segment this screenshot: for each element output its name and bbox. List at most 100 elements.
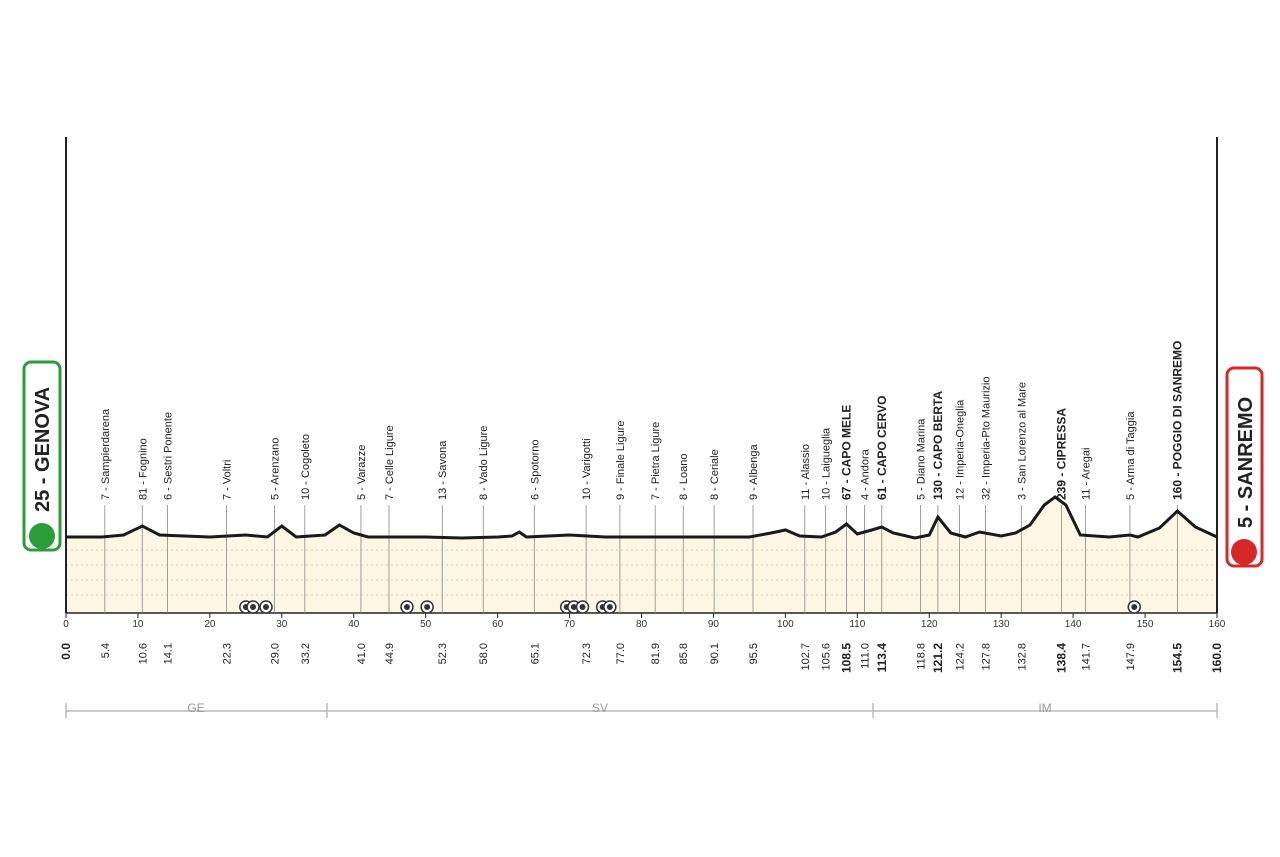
waypoint-name: 7 - Voltri <box>221 460 233 500</box>
waypoint-km: 147.9 <box>1125 643 1137 671</box>
waypoint-km: 113.4 <box>875 643 889 673</box>
waypoint-name: 5 - Diano Marina <box>916 418 928 500</box>
profile-area <box>66 497 1217 613</box>
x-tick-label: 50 <box>420 619 432 630</box>
x-tick-label: 40 <box>348 619 360 630</box>
x-tick-label: 160 <box>1209 619 1226 630</box>
waypoint-name: 10 - Cogoleto <box>300 434 312 500</box>
waypoint-name: 13 - Savona <box>437 440 449 500</box>
province-label: IM <box>1038 701 1051 715</box>
waypoint-km: 44.9 <box>384 643 396 664</box>
waypoint-km: 52.3 <box>437 643 449 664</box>
waypoint-km: 41.0 <box>356 643 368 664</box>
tunnel-icon-inner <box>1131 604 1138 610</box>
x-tick-label: 0 <box>63 619 69 630</box>
province-label: GE <box>187 701 204 715</box>
waypoint-km: 0.0 <box>59 643 73 660</box>
tunnel-icon-inner <box>424 604 431 610</box>
waypoint-name: 7 - Pietra Ligure <box>650 422 662 500</box>
tunnel-icon-inner <box>579 604 586 610</box>
waypoint-km: 29.0 <box>270 643 282 664</box>
waypoint-km: 102.7 <box>800 643 812 671</box>
waypoint-name: 11 - Alassio <box>800 444 812 500</box>
waypoint-name: 8 - Ceriale <box>709 449 721 500</box>
waypoint-km: 160.0 <box>1210 643 1224 673</box>
x-tick-label: 10 <box>132 619 144 630</box>
waypoint-km: 10.6 <box>137 643 149 664</box>
waypoint-name: 4 - Andora <box>860 448 872 500</box>
province-brackets <box>65 703 1218 718</box>
province-label: SV <box>592 701 608 715</box>
start-icon <box>29 523 55 549</box>
tunnel-icon-inner <box>606 604 613 610</box>
waypoint-km: 127.8 <box>980 643 992 671</box>
tunnel-icon-inner <box>262 604 269 610</box>
finish-label: 5 - SANREMO <box>1235 397 1257 528</box>
waypoint-km: 72.3 <box>581 643 593 664</box>
waypoint-km: 111.0 <box>860 643 872 669</box>
waypoint-name: 10 - Laigueglia <box>821 427 833 500</box>
waypoint-name: 12 - Imperia-Oneglia <box>954 399 966 500</box>
waypoint-km: 14.1 <box>162 643 174 664</box>
waypoint-km: 105.6 <box>821 643 833 671</box>
waypoint-km: 138.4 <box>1055 643 1069 673</box>
waypoint-km: 33.2 <box>300 643 312 664</box>
waypoint-name: 160 - POGGIO DI SANREMO <box>1170 341 1184 500</box>
waypoint-name: 130 - CAPO BERTA <box>931 391 945 500</box>
start-label: 25 - GENOVA <box>32 387 54 512</box>
waypoint-name: 5 - Arma di Taggia <box>1125 411 1137 500</box>
waypoint-name: 6 - Spotorno <box>529 439 541 500</box>
waypoint-name: 5 - Varazze <box>356 445 368 500</box>
x-tick-label: 140 <box>1065 619 1082 630</box>
tunnel-icon-inner <box>570 604 577 610</box>
waypoint-km: 58.0 <box>478 643 490 664</box>
x-tick-label: 90 <box>708 619 720 630</box>
tunnel-icon-inner <box>403 604 410 610</box>
x-tick-label: 20 <box>204 619 216 630</box>
waypoint-km: 141.7 <box>1080 643 1092 671</box>
waypoint-name: 10 - Varigotti <box>581 438 593 500</box>
x-tick-label: 70 <box>564 619 576 630</box>
waypoint-km: 65.1 <box>529 643 541 664</box>
waypoint-name: 239 - CIPRESSA <box>1055 408 1069 500</box>
waypoint-km: 124.2 <box>954 643 966 671</box>
waypoint-km: 77.0 <box>615 643 627 664</box>
waypoint-km: 154.5 <box>1170 643 1184 673</box>
waypoint-name: 6 - Sestri Ponente <box>162 412 174 500</box>
waypoint-km: 108.5 <box>840 643 854 673</box>
waypoint-name: 32 - Imperia-Pto Maurizio <box>980 377 992 501</box>
x-tick-label: 120 <box>921 619 938 630</box>
waypoint-km: 90.1 <box>709 643 721 664</box>
waypoint-name: 81 - Fognino <box>137 438 149 500</box>
waypoint-name: 61 - CAPO CERVO <box>875 396 889 500</box>
finish-icon <box>1231 539 1257 565</box>
waypoint-name: 7 - Sampierdarena <box>100 408 112 500</box>
waypoint-km: 22.3 <box>221 643 233 664</box>
waypoint-name: 9 - Finale Ligure <box>615 421 627 501</box>
tunnel-icon-inner <box>250 604 257 610</box>
waypoint-km: 121.2 <box>931 643 945 673</box>
waypoint-name: 8 - Vado Ligure <box>478 426 490 500</box>
waypoint-name: 8 - Loano <box>678 454 690 500</box>
waypoint-name: 3 - San Lorenzo al Mare <box>1016 382 1028 500</box>
x-tick-label: 80 <box>636 619 648 630</box>
waypoint-km: 5.4 <box>100 643 112 658</box>
x-tick-label: 30 <box>276 619 288 630</box>
waypoint-name: 11 - Aregai <box>1080 448 1092 500</box>
waypoint-name: 9 - Albenga <box>748 443 760 500</box>
profile-line <box>66 495 1218 540</box>
waypoint-km: 85.8 <box>678 643 690 664</box>
x-tick-label: 60 <box>492 619 504 630</box>
waypoint-km: 118.8 <box>916 643 928 670</box>
waypoint-km: 81.9 <box>650 643 662 664</box>
waypoint-km: 95.5 <box>748 643 760 664</box>
x-tick-label: 110 <box>849 619 865 630</box>
x-tick-label: 150 <box>1137 619 1154 630</box>
waypoint-km: 132.8 <box>1016 643 1028 671</box>
waypoint-name: 7 - Celle Ligure <box>384 425 396 500</box>
waypoint-name: 5 - Arenzano <box>270 438 282 500</box>
x-tick-label: 130 <box>993 619 1010 630</box>
finish-badge <box>1225 366 1264 568</box>
waypoint-name: 67 - CAPO MELE <box>840 405 854 500</box>
